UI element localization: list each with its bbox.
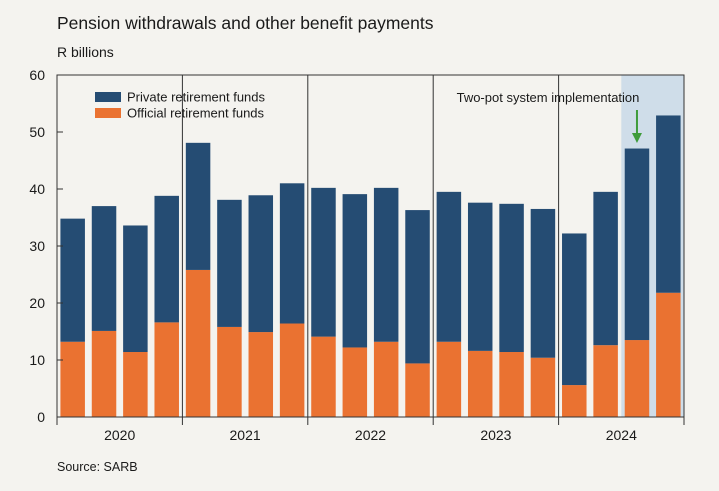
source-note: Source: SARB xyxy=(57,460,138,474)
bars-group xyxy=(60,115,681,417)
axes-group: 0 10 20 30 40 50 60 2020 2021 2022 2023 2024 xyxy=(29,67,685,443)
x-tick-label-2024: 2024 xyxy=(606,427,637,443)
bar-private-2 xyxy=(123,225,148,353)
bar-official-5 xyxy=(217,326,242,417)
legend-label-private: Private retirement funds xyxy=(127,90,266,105)
two-pot-annotation-text: Two-pot system implementation xyxy=(457,90,640,105)
bar-official-19 xyxy=(656,292,681,417)
bar-private-12 xyxy=(436,191,462,342)
bar-private-16 xyxy=(562,233,587,386)
y-tick-label-50: 50 xyxy=(29,124,45,140)
bar-official-9 xyxy=(342,347,368,417)
x-tick-label-2023: 2023 xyxy=(480,427,511,443)
bar-private-4 xyxy=(185,142,211,270)
y-tick-label-20: 20 xyxy=(29,295,45,311)
legend-swatch-private xyxy=(95,92,121,102)
annotation-arrow-icon xyxy=(631,110,642,143)
bar-private-17 xyxy=(593,191,618,346)
bar-private-19 xyxy=(656,115,681,293)
bar-private-11 xyxy=(405,210,430,364)
bar-official-14 xyxy=(499,352,524,417)
bar-official-3 xyxy=(154,322,179,417)
legend: Private retirement funds Official retire… xyxy=(95,90,266,121)
y-axis-unit-label: R billions xyxy=(57,44,114,60)
bar-private-0 xyxy=(60,218,85,342)
plot-frame xyxy=(56,74,685,418)
bar-official-11 xyxy=(405,363,430,417)
bar-official-4 xyxy=(185,269,211,417)
bar-private-14 xyxy=(499,203,524,353)
bar-private-8 xyxy=(311,187,336,337)
bar-official-2 xyxy=(123,352,148,417)
bar-private-9 xyxy=(342,194,368,348)
bar-official-10 xyxy=(373,341,399,417)
bar-private-15 xyxy=(530,208,556,358)
annotation-arrow-head xyxy=(631,133,642,143)
legend-swatch-official xyxy=(95,108,121,118)
bar-official-0 xyxy=(60,341,85,417)
bar-official-17 xyxy=(593,345,618,417)
bar-private-7 xyxy=(279,183,305,324)
bar-private-1 xyxy=(91,206,117,331)
y-tick-label-10: 10 xyxy=(29,352,45,368)
bar-private-13 xyxy=(467,202,493,351)
bar-private-10 xyxy=(373,187,399,342)
legend-label-official: Official retirement funds xyxy=(127,106,265,121)
bar-private-3 xyxy=(154,195,179,323)
x-tick-label-2022: 2022 xyxy=(355,427,386,443)
x-tick-label-2021: 2021 xyxy=(230,427,261,443)
bar-official-8 xyxy=(311,336,336,417)
bar-private-18 xyxy=(624,148,650,341)
bar-official-16 xyxy=(562,385,587,417)
bar-official-13 xyxy=(467,350,493,417)
bar-official-12 xyxy=(436,341,462,417)
bar-private-6 xyxy=(248,195,274,333)
y-tick-label-30: 30 xyxy=(29,238,45,254)
bar-official-15 xyxy=(530,357,556,417)
y-tick-label-60: 60 xyxy=(29,67,45,83)
y-tick-label-40: 40 xyxy=(29,181,45,197)
chart-title: Pension withdrawals and other benefit pa… xyxy=(57,13,434,33)
y-tick-label-0: 0 xyxy=(37,409,45,425)
bar-private-5 xyxy=(217,199,242,327)
x-tick-label-2020: 2020 xyxy=(104,427,135,443)
bar-official-7 xyxy=(279,323,305,417)
bar-official-1 xyxy=(91,330,117,417)
bar-official-18 xyxy=(624,340,650,417)
bar-official-6 xyxy=(248,332,274,417)
